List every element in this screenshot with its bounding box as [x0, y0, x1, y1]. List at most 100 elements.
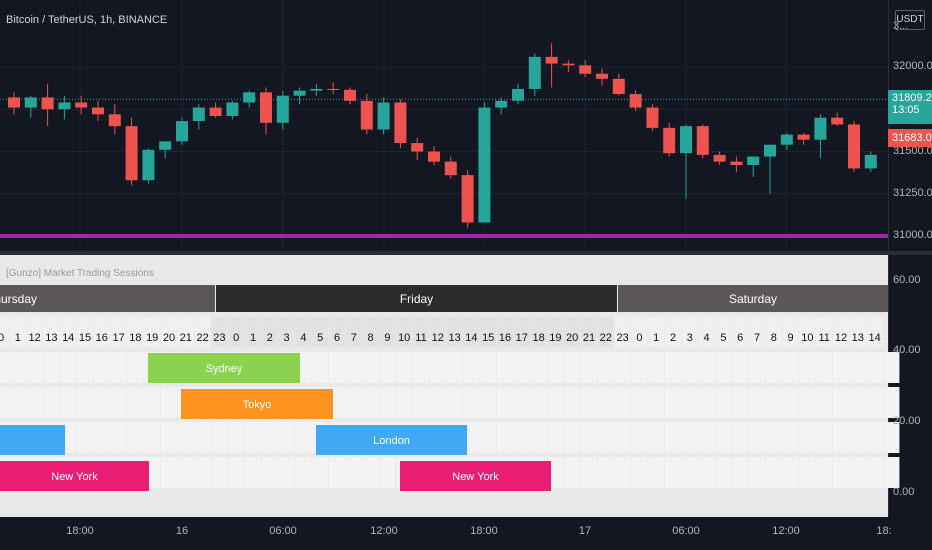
candle[interactable] — [142, 148, 155, 184]
candle[interactable] — [562, 60, 575, 73]
candle[interactable] — [864, 151, 877, 172]
candle[interactable] — [512, 83, 524, 105]
sessions-indicator-pane[interactable]: ThursdayFridaySaturday011213141516171819… — [0, 255, 932, 517]
candle[interactable] — [24, 95, 37, 118]
candle[interactable] — [428, 146, 440, 166]
candle[interactable] — [764, 144, 776, 194]
candle[interactable] — [596, 68, 608, 86]
time-axis[interactable]: 18:00 16 06:00 12:00 18:00 17 06:00 12:00 18: — [0, 517, 892, 550]
grid-cell — [883, 352, 900, 383]
hour-cell: 12 — [833, 317, 849, 347]
grid-cell — [715, 422, 732, 453]
candle[interactable] — [814, 114, 827, 159]
candle[interactable] — [226, 100, 239, 120]
price-chart[interactable] — [0, 0, 932, 251]
grid-cell — [228, 457, 245, 488]
candle[interactable] — [344, 87, 356, 105]
candle[interactable] — [629, 90, 642, 111]
candle[interactable] — [377, 97, 390, 135]
symbol-title[interactable]: Bitcoin / TetherUS, 1h, BINANCE — [6, 14, 168, 26]
candle[interactable] — [747, 156, 760, 177]
candle[interactable] — [579, 60, 592, 78]
candle[interactable] — [411, 137, 424, 160]
svg-text:2: 2 — [670, 332, 676, 344]
candle[interactable] — [461, 170, 474, 228]
candle[interactable] — [8, 92, 20, 115]
candle[interactable] — [730, 156, 743, 172]
svg-text:4: 4 — [300, 332, 306, 344]
candle[interactable] — [41, 83, 54, 127]
grid-cell — [43, 352, 60, 383]
candle[interactable] — [646, 104, 659, 132]
candle[interactable] — [394, 99, 407, 149]
pane-divider[interactable] — [0, 251, 932, 255]
candle[interactable] — [360, 94, 373, 135]
candle[interactable] — [192, 104, 205, 130]
candle[interactable] — [159, 141, 172, 159]
candle[interactable] — [713, 151, 726, 166]
candle[interactable] — [848, 121, 860, 172]
hour-cell: 15 — [480, 317, 497, 347]
candle[interactable] — [58, 95, 71, 120]
grid-cell — [816, 457, 833, 488]
grid-cell — [446, 387, 463, 418]
hour-cell: 2 — [665, 317, 681, 347]
session-bar-new-york[interactable]: New York — [0, 461, 149, 491]
svg-text:13: 13 — [852, 332, 864, 344]
hour-cell: 0 — [0, 317, 9, 347]
session-bar-tokyo[interactable]: Tokyo — [181, 389, 333, 419]
candle[interactable] — [125, 117, 138, 186]
candle[interactable] — [495, 97, 508, 115]
grid-cell — [715, 457, 732, 488]
svg-text:12: 12 — [835, 332, 847, 344]
candle[interactable] — [209, 102, 222, 118]
candle[interactable] — [444, 156, 457, 179]
session-bar-sydney[interactable]: Sydney — [148, 353, 300, 383]
hour-cell: 23 — [614, 317, 631, 347]
grid-cell — [665, 422, 681, 453]
candle[interactable] — [293, 87, 306, 105]
grid-cell — [849, 387, 866, 418]
candle[interactable] — [545, 43, 558, 88]
svg-text:19: 19 — [146, 332, 158, 344]
grid-cell — [765, 352, 782, 383]
candle[interactable] — [276, 90, 289, 130]
grid-cell — [597, 387, 614, 418]
day-band-thursday: Thursday — [0, 285, 215, 312]
svg-text:8: 8 — [368, 332, 374, 344]
grid-cell — [749, 422, 765, 453]
session-bar-london[interactable]: London — [316, 425, 467, 455]
grid-cell — [866, 387, 883, 418]
price-axis-tick: 32000.00 — [893, 60, 932, 72]
candle[interactable] — [612, 73, 625, 96]
candle[interactable] — [528, 53, 541, 96]
candle[interactable] — [92, 100, 104, 122]
candle[interactable] — [327, 82, 340, 95]
indicator-title[interactable]: [Gunzo] Market Trading Sessions — [6, 268, 154, 279]
grid-cell — [497, 352, 513, 383]
currency-button[interactable]: USDT — [895, 10, 925, 30]
candle[interactable] — [310, 83, 323, 96]
candle[interactable] — [696, 124, 709, 159]
candle[interactable] — [797, 132, 810, 145]
candle[interactable] — [831, 112, 844, 127]
hour-cell: 6 — [329, 317, 345, 347]
candle[interactable] — [75, 95, 88, 115]
candle[interactable] — [780, 132, 793, 150]
grid-cell — [379, 352, 396, 383]
hour-cell: 0 — [228, 317, 245, 347]
candle[interactable] — [243, 90, 256, 108]
session-bar-london[interactable] — [0, 425, 65, 455]
candle[interactable] — [478, 102, 491, 223]
grid-cell — [480, 422, 497, 453]
svg-text:20: 20 — [566, 332, 578, 344]
candle[interactable] — [176, 117, 188, 145]
grid-cell — [379, 387, 396, 418]
candle[interactable] — [108, 104, 121, 135]
candle[interactable] — [680, 124, 692, 199]
candle[interactable] — [260, 87, 272, 135]
candle[interactable] — [663, 122, 676, 157]
time-axis-tick: 18:00 — [470, 525, 498, 537]
session-bar-new-york[interactable]: New York — [400, 461, 551, 491]
